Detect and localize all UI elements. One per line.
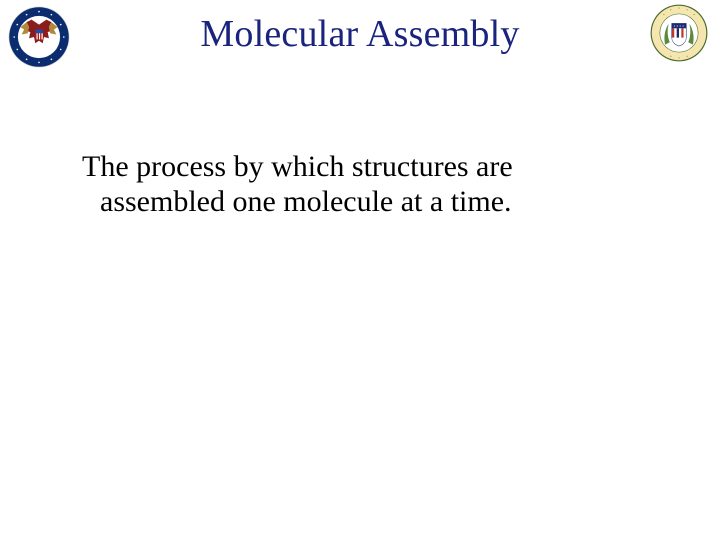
- slide-title: Molecular Assembly: [0, 12, 720, 56]
- slide: Molecular Assembly The process by which …: [0, 0, 720, 540]
- slide-body-text: The process by which structures are asse…: [82, 150, 642, 219]
